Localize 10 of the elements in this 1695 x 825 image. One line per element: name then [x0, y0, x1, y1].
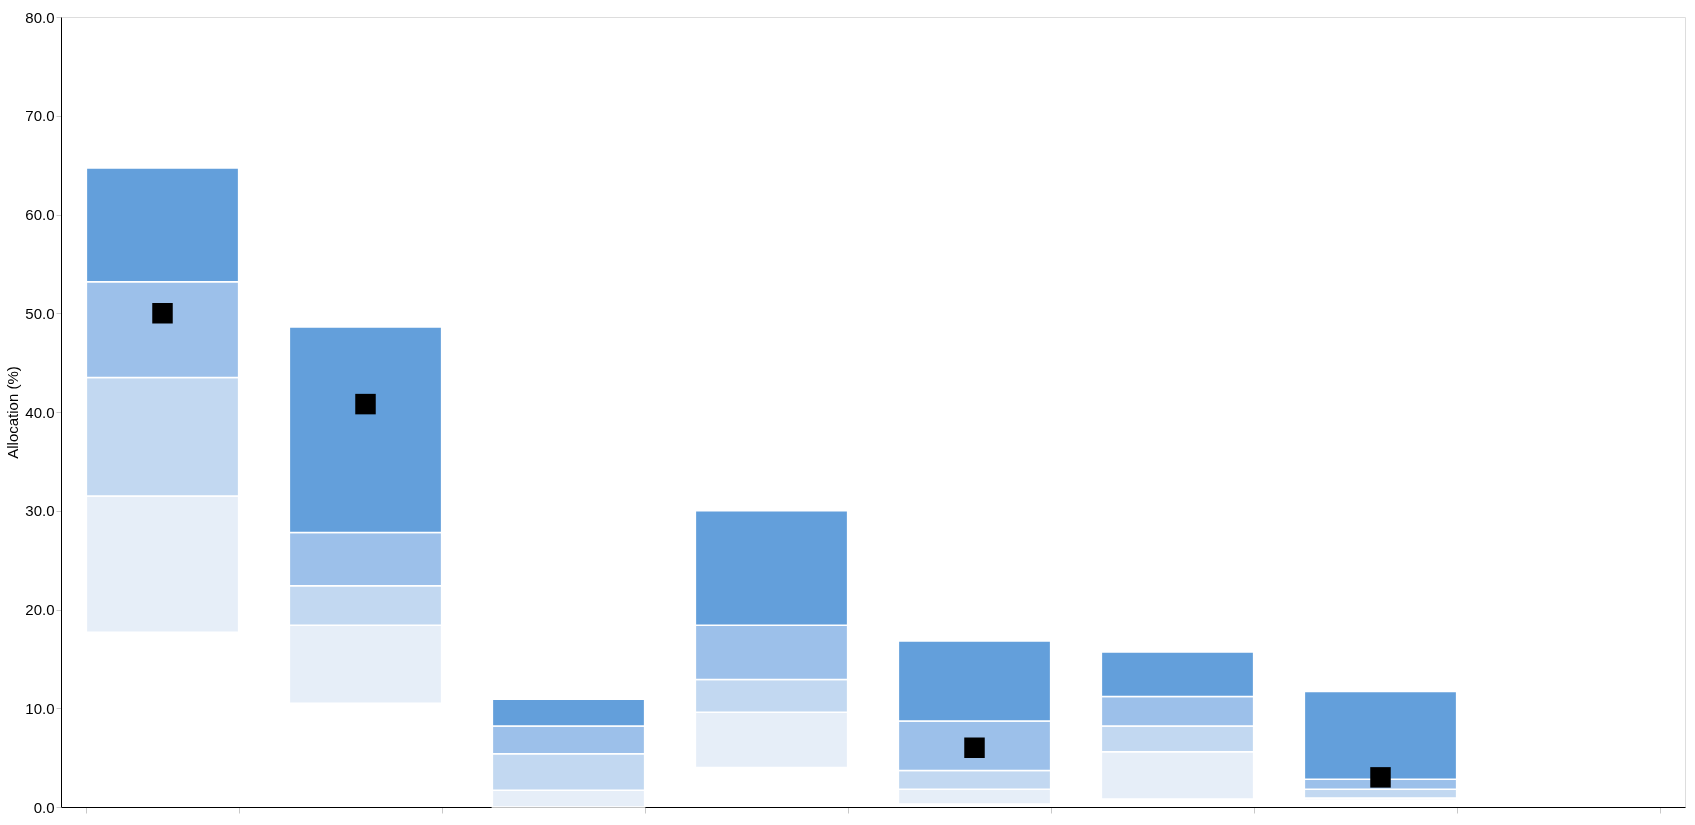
y-tick-label: 70.0: [25, 107, 55, 125]
y-tick-label: 0.0: [33, 798, 55, 816]
y-axis-title: Allocation (%): [4, 366, 22, 459]
y-tick-label: 20.0: [25, 601, 55, 618]
y-tick-label: 10.0: [25, 699, 55, 717]
y-tick-label: 80.0: [25, 8, 55, 26]
y-tick-label: 40.0: [25, 403, 55, 421]
y-tick-label: 30.0: [25, 502, 55, 520]
y-tick-label: 60.0: [25, 206, 55, 223]
y-tick-label: 50.0: [25, 304, 55, 322]
